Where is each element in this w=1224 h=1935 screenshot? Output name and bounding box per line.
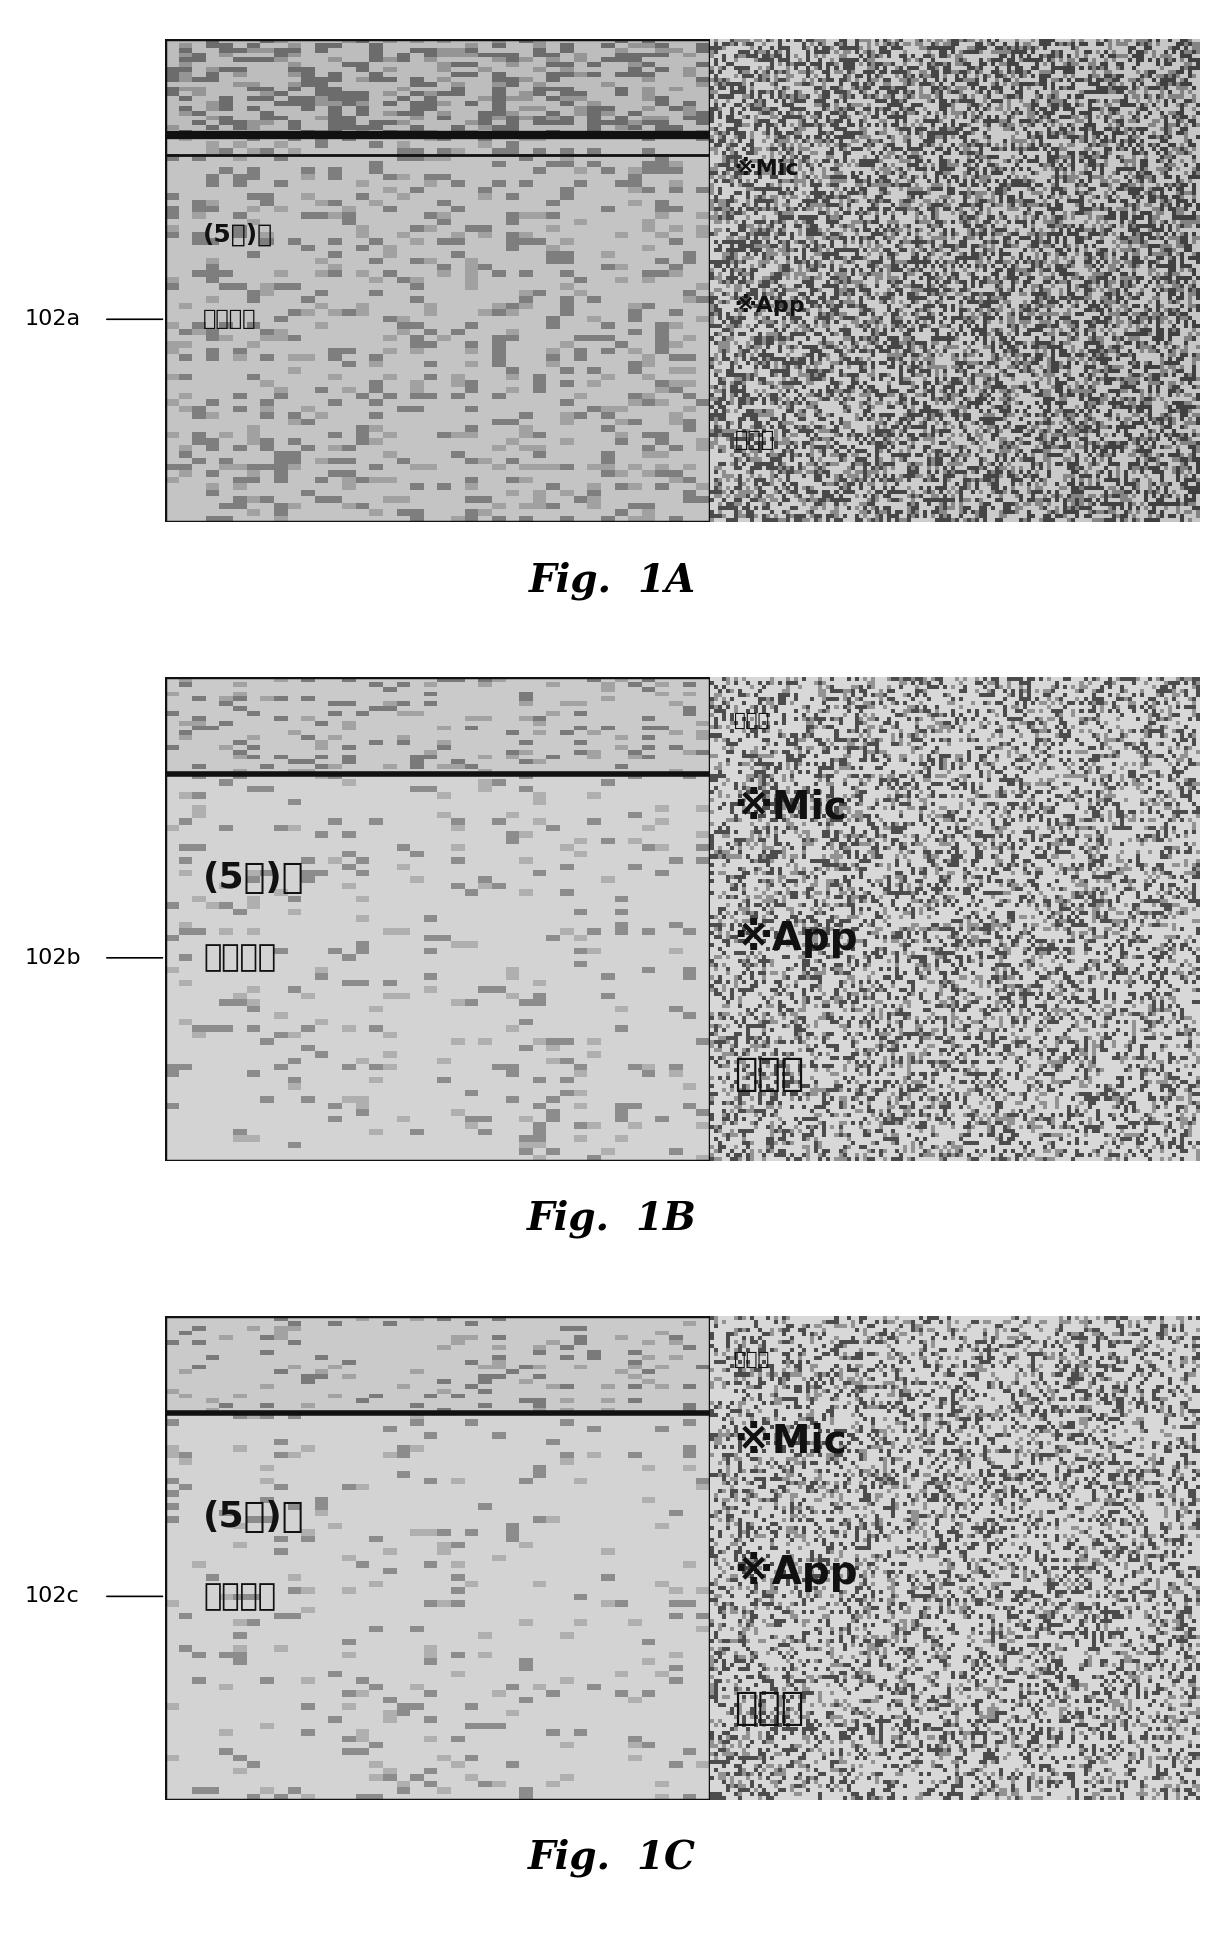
Text: るお門: るお門 — [734, 1055, 804, 1093]
Text: ※App: ※App — [734, 1552, 858, 1593]
Text: (5枚)、: (5枚)、 — [203, 223, 273, 246]
Text: ※Mic: ※Mic — [734, 159, 799, 180]
Text: ※Mic: ※Mic — [734, 1422, 847, 1461]
Text: るお門: るお門 — [734, 430, 775, 451]
Text: 102a: 102a — [24, 310, 81, 329]
Text: ※App: ※App — [734, 294, 805, 315]
Bar — [165, 39, 710, 135]
Bar — [165, 1316, 710, 1413]
Text: ※App: ※App — [734, 919, 858, 958]
Text: るお門: るお門 — [734, 712, 770, 729]
Text: ※Mic: ※Mic — [734, 789, 847, 826]
Bar — [165, 774, 710, 1161]
Text: (5枚)、: (5枚)、 — [203, 1500, 305, 1534]
Text: トアップ: トアップ — [203, 1583, 277, 1610]
Text: Fig.  1B: Fig. 1B — [528, 1200, 696, 1238]
Text: るお門: るお門 — [734, 1351, 770, 1368]
Text: るお門: るお門 — [734, 1689, 804, 1726]
Bar — [165, 135, 710, 522]
Text: (5枚)、: (5枚)、 — [203, 861, 305, 896]
Text: Fig.  1C: Fig. 1C — [528, 1838, 696, 1877]
Text: Fig.  1A: Fig. 1A — [529, 561, 695, 600]
Text: トアップ: トアップ — [203, 944, 277, 971]
Text: 102b: 102b — [24, 948, 81, 968]
Bar — [165, 677, 710, 774]
Text: トアップ: トアップ — [203, 310, 257, 329]
Text: 102c: 102c — [24, 1587, 80, 1606]
Bar — [165, 1413, 710, 1800]
